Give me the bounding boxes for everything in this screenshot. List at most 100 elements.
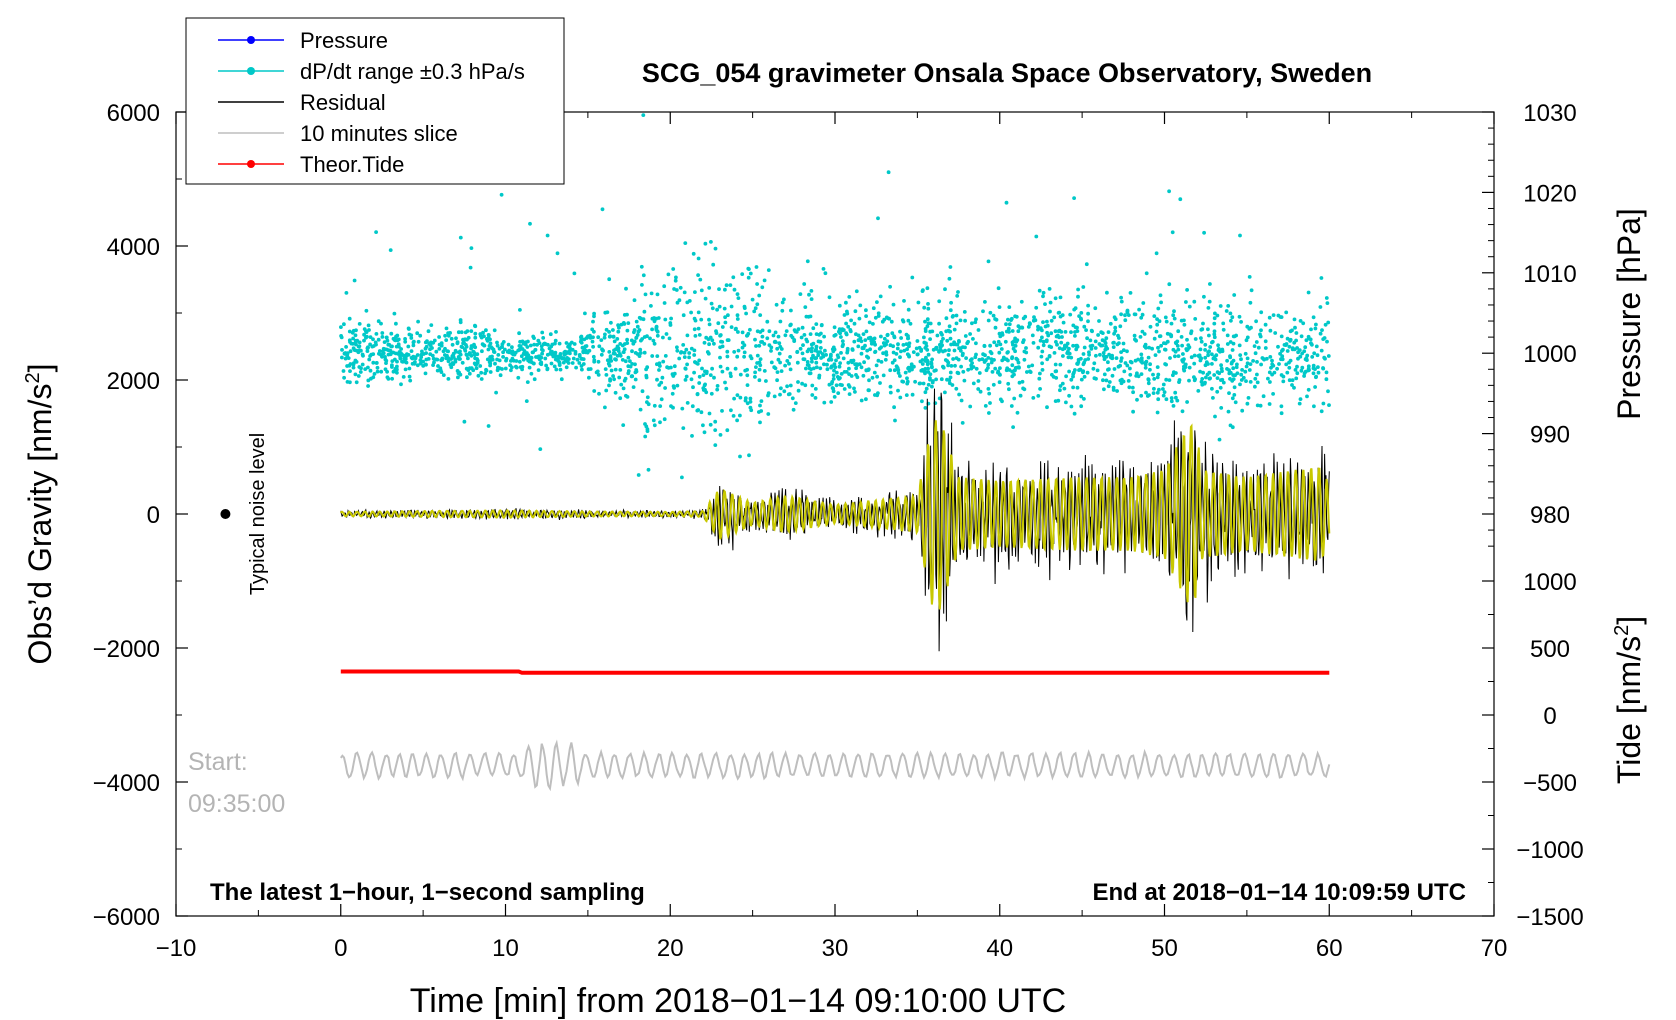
dpdt-point bbox=[750, 297, 755, 302]
dpdt-series bbox=[339, 113, 1331, 480]
dpdt-point bbox=[902, 299, 906, 303]
dpdt-point bbox=[819, 331, 823, 336]
dpdt-point bbox=[895, 346, 900, 351]
filtered-residual-line bbox=[339, 420, 1331, 610]
dpdt-point bbox=[892, 335, 897, 340]
dpdt-point bbox=[528, 221, 532, 226]
dpdt-point bbox=[1158, 293, 1163, 298]
dpdt-point bbox=[1245, 361, 1250, 366]
dpdt-point bbox=[922, 305, 927, 310]
dpdt-point bbox=[479, 377, 484, 381]
dpdt-point bbox=[742, 304, 747, 309]
dpdt-point bbox=[891, 302, 896, 307]
dpdt-point bbox=[1065, 341, 1070, 346]
dpdt-point bbox=[703, 241, 708, 246]
dpdt-point bbox=[959, 364, 963, 369]
dpdt-point bbox=[394, 344, 399, 349]
dpdt-point bbox=[416, 339, 421, 344]
dpdt-point bbox=[779, 369, 784, 373]
dpdt-point bbox=[469, 366, 474, 370]
dpdt-point bbox=[1164, 319, 1169, 324]
dpdt-point bbox=[612, 339, 617, 344]
dpdt-point bbox=[520, 367, 524, 372]
dpdt-point bbox=[988, 343, 992, 348]
dpdt-point bbox=[399, 347, 403, 351]
dpdt-point bbox=[1237, 343, 1242, 348]
dpdt-point bbox=[931, 347, 936, 352]
dpdt-point bbox=[1228, 355, 1233, 360]
dpdt-point bbox=[1159, 300, 1163, 305]
dpdt-point bbox=[581, 362, 586, 366]
dpdt-point bbox=[1143, 365, 1148, 370]
dpdt-point bbox=[1025, 370, 1029, 374]
dpdt-point bbox=[842, 313, 847, 317]
dpdt-point bbox=[874, 363, 879, 368]
dpdt-point bbox=[997, 305, 1002, 309]
dpdt-point bbox=[1247, 368, 1252, 372]
dpdt-point bbox=[683, 378, 688, 382]
dpdt-point bbox=[705, 350, 710, 354]
dpdt-point bbox=[1164, 377, 1169, 382]
x-tick-label: 60 bbox=[1316, 935, 1343, 962]
dpdt-point bbox=[697, 374, 702, 379]
dpdt-point bbox=[451, 353, 455, 358]
dpdt-point bbox=[1083, 358, 1088, 362]
dpdt-point bbox=[857, 316, 862, 321]
dpdt-point bbox=[729, 374, 733, 379]
dpdt-point bbox=[1312, 351, 1317, 356]
dpdt-point bbox=[1208, 376, 1212, 381]
dpdt-point bbox=[1115, 389, 1119, 393]
legend-label: Residual bbox=[300, 90, 386, 115]
dpdt-point bbox=[1054, 369, 1059, 374]
dpdt-point bbox=[762, 369, 767, 373]
dpdt-point bbox=[996, 286, 1001, 291]
dpdt-point bbox=[484, 328, 488, 333]
dpdt-point bbox=[465, 329, 470, 333]
dpdt-point bbox=[1154, 329, 1159, 334]
dpdt-point bbox=[1101, 351, 1106, 355]
dpdt-point bbox=[548, 332, 553, 337]
dpdt-point bbox=[529, 355, 534, 360]
dpdt-point bbox=[1210, 362, 1214, 366]
dpdt-point bbox=[712, 375, 716, 380]
dpdt-point bbox=[1146, 355, 1151, 360]
dpdt-point bbox=[833, 365, 838, 370]
dpdt-point bbox=[1139, 358, 1144, 363]
dpdt-point bbox=[600, 347, 604, 352]
dpdt-point bbox=[1324, 370, 1329, 375]
dpdt-point bbox=[1226, 304, 1231, 308]
dpdt-point bbox=[555, 251, 560, 256]
dpdt-point bbox=[517, 344, 522, 348]
slice-start-label: Start: bbox=[188, 748, 248, 776]
dpdt-point bbox=[1167, 189, 1171, 194]
dpdt-point bbox=[539, 362, 544, 367]
dpdt-point bbox=[905, 347, 909, 352]
dpdt-point bbox=[690, 434, 694, 438]
dpdt-point bbox=[580, 345, 585, 350]
dpdt-point bbox=[1212, 316, 1217, 321]
dpdt-point bbox=[915, 352, 920, 357]
dpdt-point bbox=[427, 342, 432, 346]
dpdt-point bbox=[340, 355, 344, 360]
dpdt-point bbox=[547, 346, 552, 351]
dpdt-point bbox=[928, 329, 933, 334]
dpdt-point bbox=[834, 383, 839, 388]
dpdt-point bbox=[742, 343, 747, 348]
dpdt-point bbox=[639, 338, 643, 343]
dpdt-point bbox=[667, 336, 672, 341]
dpdt-point bbox=[1225, 358, 1229, 363]
dpdt-point bbox=[1202, 230, 1206, 235]
dpdt-point bbox=[780, 300, 785, 305]
dpdt-point bbox=[398, 354, 402, 359]
dpdt-point bbox=[731, 275, 736, 280]
dpdt-point bbox=[888, 390, 893, 395]
dpdt-point bbox=[597, 344, 602, 349]
dpdt-point bbox=[838, 361, 842, 365]
dpdt-point bbox=[929, 362, 934, 366]
dpdt-point bbox=[1321, 401, 1326, 406]
dpdt-point bbox=[725, 349, 730, 354]
dpdt-point bbox=[708, 373, 713, 377]
dpdt-point bbox=[1053, 296, 1058, 301]
dpdt-point bbox=[1102, 357, 1107, 362]
dpdt-point bbox=[638, 407, 643, 412]
